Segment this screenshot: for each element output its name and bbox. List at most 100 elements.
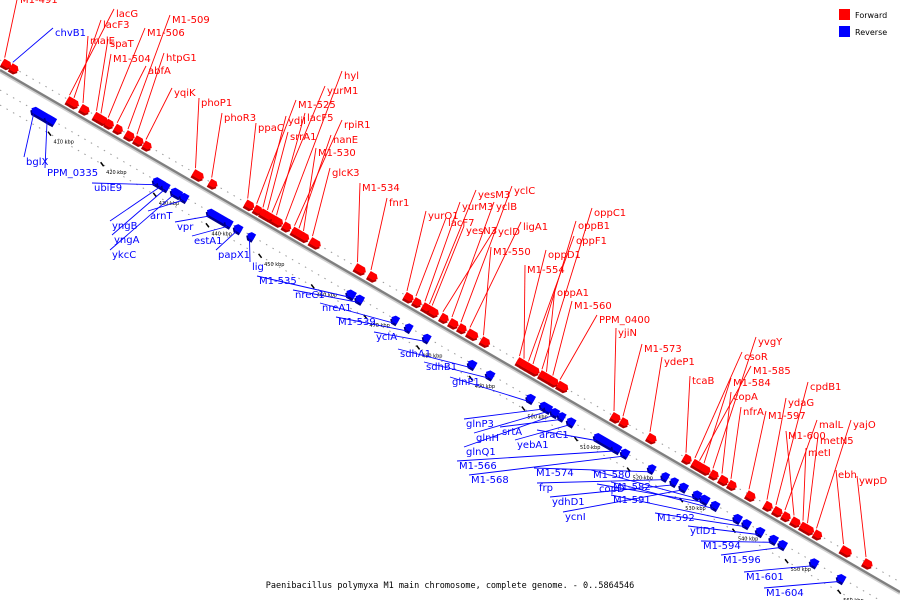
reverse-label-ykcC: ykcC bbox=[109, 194, 174, 261]
svg-text:M1-491: M1-491 bbox=[20, 0, 58, 6]
svg-text:yngA: yngA bbox=[114, 235, 140, 246]
forward-label-lacF5: lacF5 bbox=[276, 112, 334, 216]
forward-gene bbox=[298, 231, 310, 244]
forward-gene bbox=[779, 511, 791, 523]
forward-label-ebh: ebh bbox=[835, 469, 857, 545]
svg-text:M1-534: M1-534 bbox=[362, 183, 400, 194]
svg-text:glcK3: glcK3 bbox=[332, 168, 360, 179]
svg-text:M1-550: M1-550 bbox=[493, 247, 531, 258]
svg-text:M1-530: M1-530 bbox=[318, 148, 356, 159]
reverse-label-nreC1: nreC1 bbox=[292, 289, 358, 303]
svg-text:lacF3: lacF3 bbox=[103, 20, 130, 31]
forward-gene bbox=[251, 204, 263, 216]
svg-text:papX1: papX1 bbox=[218, 250, 250, 261]
forward-label-M1-504: M1-504 bbox=[100, 53, 151, 114]
forward-label-M1-506: M1-506 bbox=[107, 27, 185, 118]
forward-gene bbox=[206, 178, 218, 190]
svg-text:M1-573: M1-573 bbox=[644, 344, 682, 355]
tick-label: 490 kbp bbox=[475, 384, 495, 390]
forward-gene bbox=[131, 135, 144, 148]
forward-gene bbox=[352, 263, 366, 276]
reverse-gene bbox=[835, 573, 847, 586]
tick-mark bbox=[573, 436, 579, 442]
reverse-gene bbox=[549, 407, 561, 420]
forward-label-lacG: lacG bbox=[69, 8, 138, 96]
svg-text:glnP1: glnP1 bbox=[452, 377, 480, 388]
tick-label: 450 kbp bbox=[264, 262, 284, 268]
forward-label-yclC: yclC bbox=[460, 185, 535, 323]
svg-text:M1-591: M1-591 bbox=[613, 495, 651, 506]
legend-reverse-label: Reverse bbox=[855, 28, 887, 37]
reverse-label-lig: lig bbox=[249, 239, 264, 273]
reverse-label-copD: copD bbox=[596, 483, 703, 503]
forward-label-ydaG: ydaG bbox=[766, 397, 814, 500]
tick-mark bbox=[47, 131, 52, 137]
forward-label-metI: metI bbox=[802, 447, 831, 521]
svg-text:M1-597: M1-597 bbox=[768, 411, 806, 422]
svg-text:M1-509: M1-509 bbox=[172, 15, 210, 26]
forward-gene bbox=[608, 411, 621, 424]
reverse-guide bbox=[0, 89, 881, 600]
svg-text:hyl: hyl bbox=[344, 71, 359, 82]
forward-gene bbox=[307, 237, 321, 250]
svg-text:M1-601: M1-601 bbox=[746, 572, 784, 583]
forward-label-metN5: metN5 bbox=[807, 435, 854, 524]
forward-label-hyl: hyl bbox=[285, 70, 359, 221]
svg-text:srrA1: srrA1 bbox=[290, 132, 316, 143]
forward-label-lacF7: lacF7 bbox=[415, 217, 475, 297]
reverse-gene bbox=[43, 114, 58, 128]
forward-gene bbox=[811, 529, 823, 541]
svg-text:lacF5: lacF5 bbox=[307, 113, 334, 124]
forward-gene bbox=[770, 505, 783, 518]
svg-text:fnr1: fnr1 bbox=[389, 198, 409, 209]
forward-label-yesM3: yesM3 bbox=[429, 189, 510, 305]
tick-mark bbox=[310, 283, 315, 289]
reverse-label-arnT: arnT bbox=[147, 199, 183, 222]
svg-text:rpiR1: rpiR1 bbox=[344, 120, 371, 131]
reverse-gene bbox=[741, 519, 753, 531]
svg-text:oppF1: oppF1 bbox=[576, 236, 607, 247]
forward-label-yjiN: yjiN bbox=[613, 327, 637, 412]
svg-text:nanE: nanE bbox=[333, 135, 358, 146]
reverse-gene bbox=[709, 500, 721, 513]
forward-gene bbox=[122, 130, 135, 142]
svg-text:M1-604: M1-604 bbox=[766, 588, 804, 599]
forward-gene bbox=[644, 432, 657, 445]
forward-label-oppA1: oppA1 bbox=[546, 287, 589, 372]
svg-text:htpG1: htpG1 bbox=[166, 53, 197, 64]
svg-text:yurM1: yurM1 bbox=[327, 86, 358, 97]
reverse-gene bbox=[698, 494, 711, 507]
tick-mark bbox=[205, 222, 210, 228]
reverse-label-glnQ1: glnQ1 bbox=[463, 415, 553, 458]
svg-text:ycnI: ycnI bbox=[565, 512, 586, 523]
reverse-label-M1-594: M1-594 bbox=[700, 540, 772, 552]
svg-text:tcaB: tcaB bbox=[692, 376, 715, 387]
tick-label: 410 kbp bbox=[54, 140, 74, 146]
reverse-label-ytlD1: ytlD1 bbox=[687, 525, 759, 537]
reverse-gene bbox=[678, 482, 690, 494]
forward-label-M1-584: M1-584 bbox=[703, 377, 771, 464]
reverse-label-M1-539: M1-539 bbox=[335, 316, 408, 332]
svg-text:yclD: yclD bbox=[498, 227, 520, 238]
tick-label: 530 kbp bbox=[685, 506, 705, 512]
svg-text:estA1: estA1 bbox=[194, 236, 223, 247]
forward-gene bbox=[478, 336, 491, 349]
svg-text:glnP3: glnP3 bbox=[466, 419, 494, 430]
forward-gene bbox=[680, 453, 692, 465]
forward-gene bbox=[788, 516, 801, 529]
forward-label-ywpD: ywpD bbox=[856, 475, 887, 558]
reverse-gene bbox=[354, 294, 366, 306]
reverse-gene bbox=[556, 412, 567, 423]
svg-text:M1-560: M1-560 bbox=[574, 301, 612, 312]
svg-text:M1-585: M1-585 bbox=[753, 366, 791, 377]
tick-guide bbox=[0, 104, 855, 600]
svg-text:arnT: arnT bbox=[150, 211, 173, 222]
legend-forward-label: Forward bbox=[855, 11, 887, 20]
forward-label-phoP1: phoP1 bbox=[195, 97, 232, 169]
svg-text:M1-535: M1-535 bbox=[259, 276, 297, 287]
forward-label-yajO: yajO bbox=[816, 419, 876, 529]
svg-text:ebh: ebh bbox=[838, 470, 857, 481]
svg-text:ydaG: ydaG bbox=[788, 398, 814, 409]
reverse-label-vpr: vpr bbox=[174, 215, 210, 233]
